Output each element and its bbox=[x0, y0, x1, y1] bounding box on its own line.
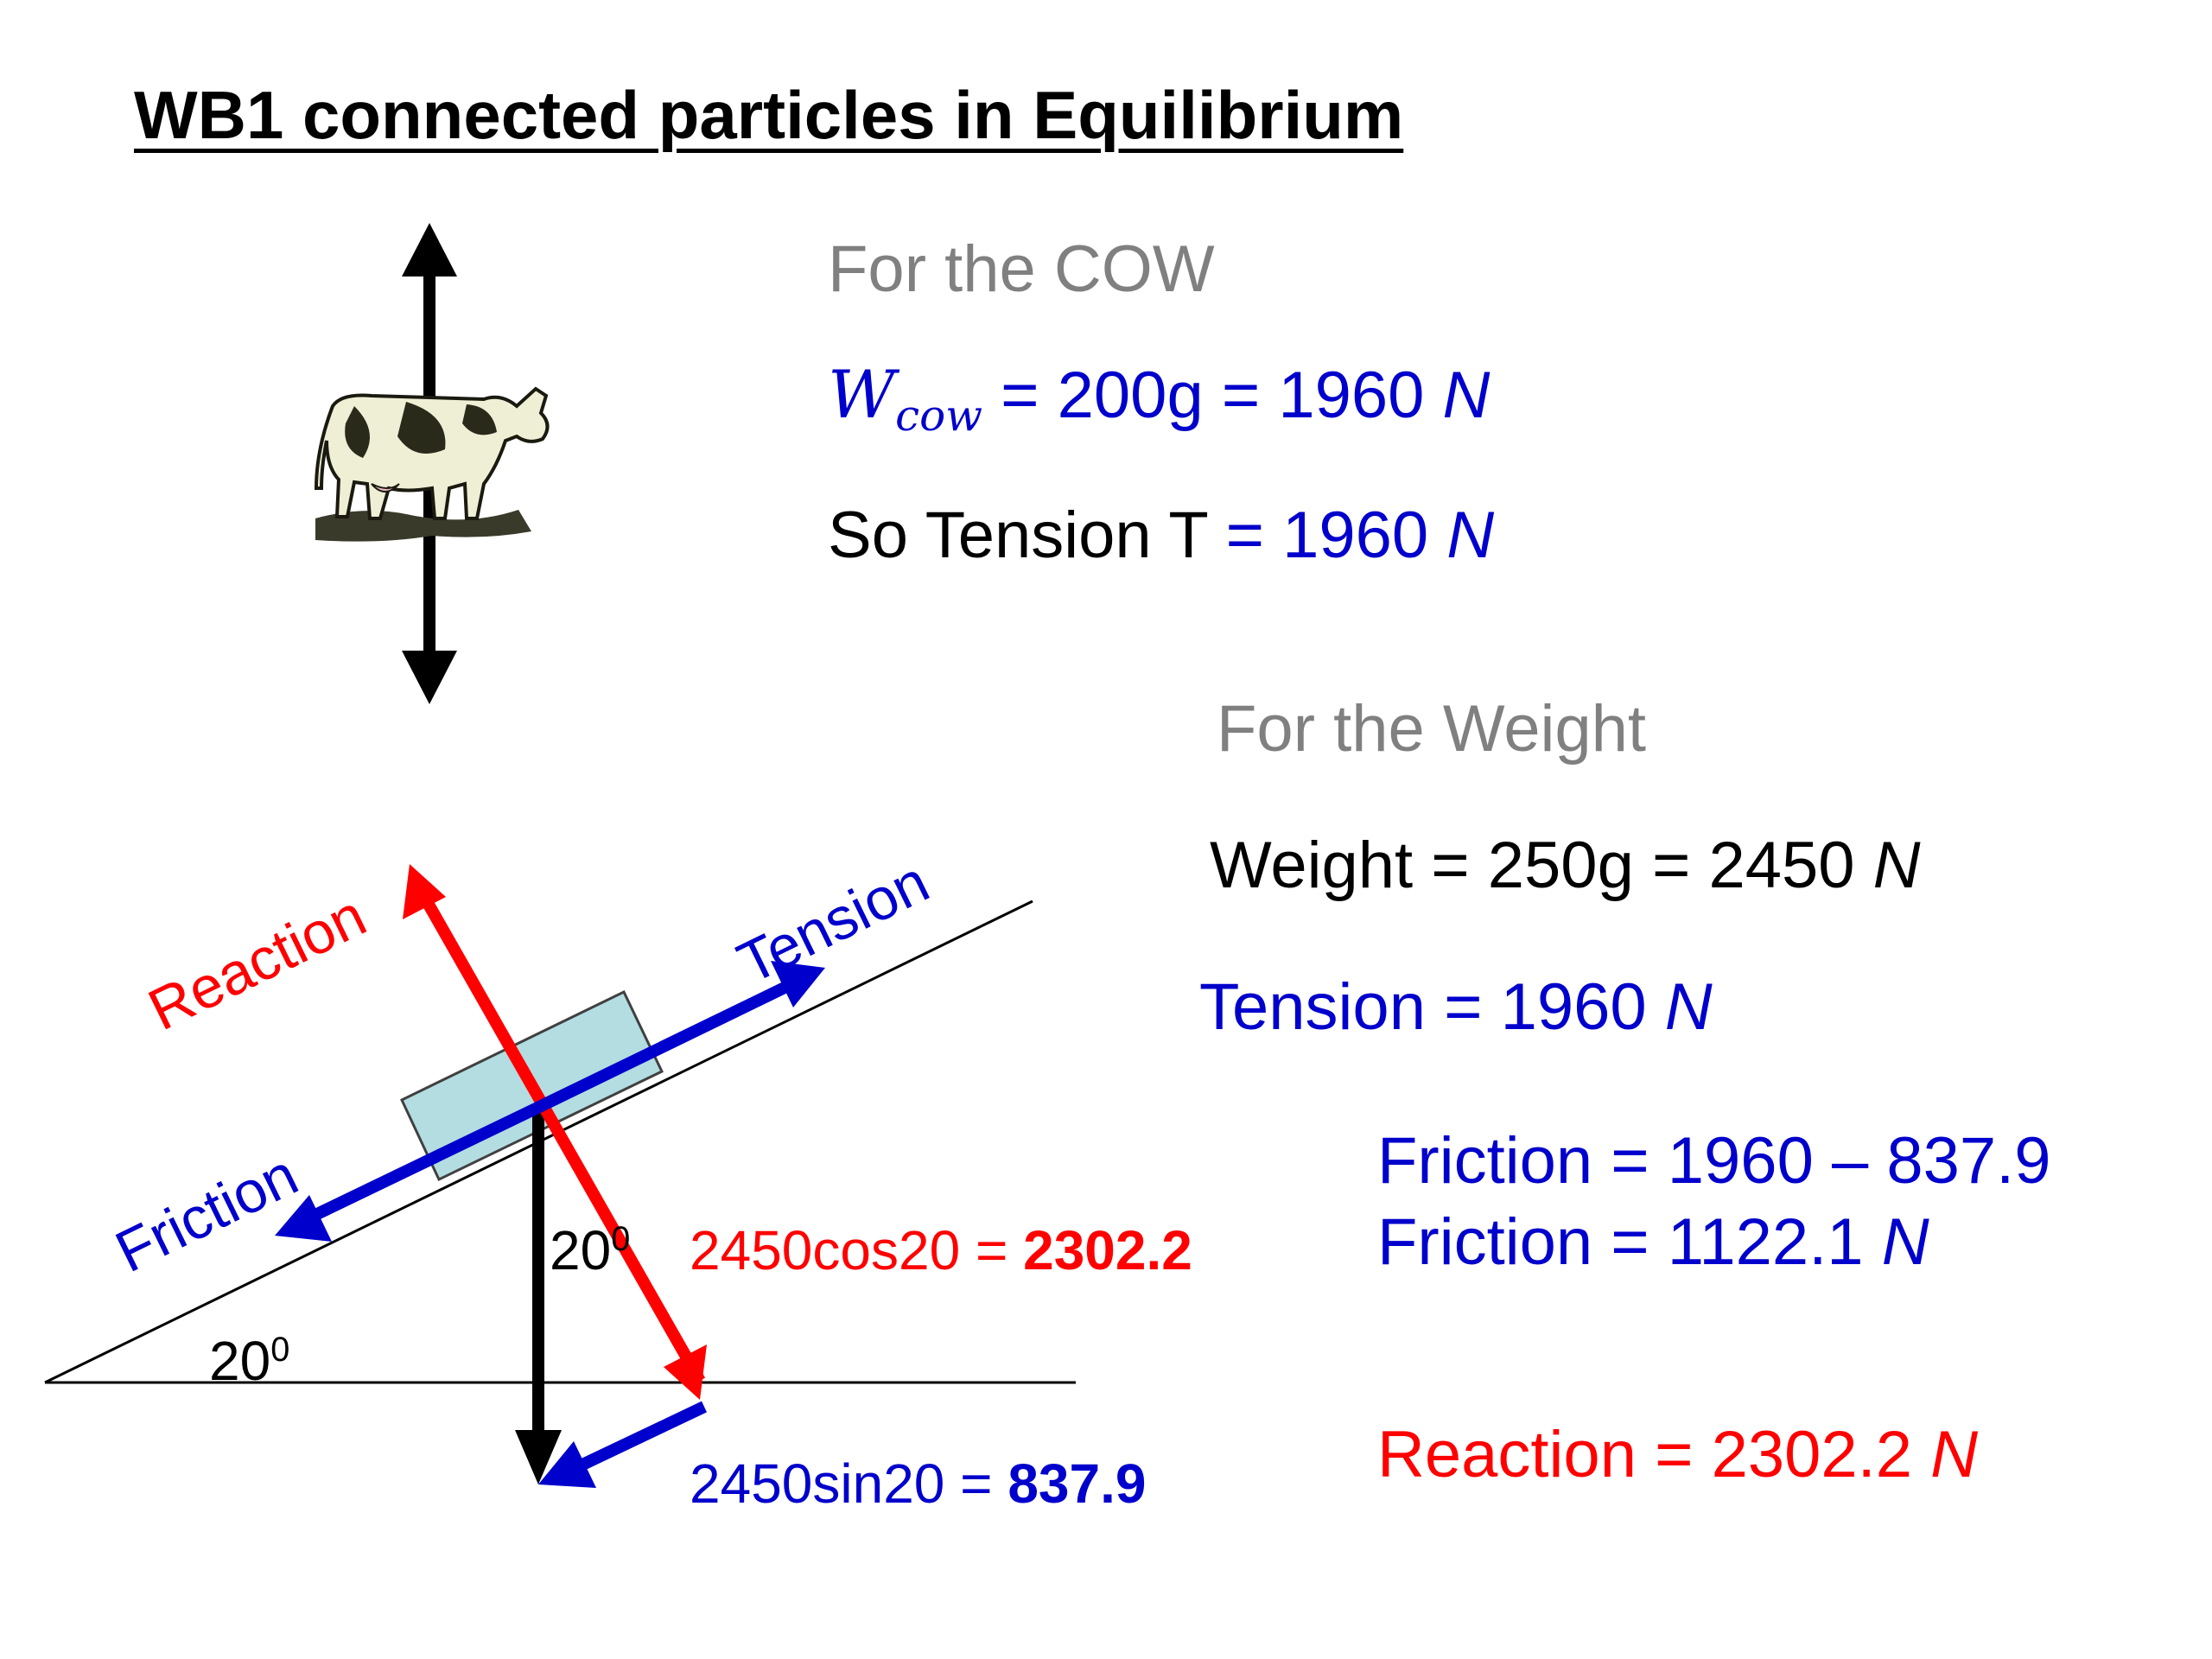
reaction-component-arrow-head bbox=[664, 1344, 707, 1400]
friction-equation-1: Friction = 1960 – 837.9 bbox=[1377, 1124, 2051, 1198]
angle-incline-value: 20 bbox=[209, 1330, 271, 1392]
tension-line: Tension = 1960 bbox=[1199, 970, 1665, 1044]
cow-weight-equation: Wcow = 200g = 1960 N bbox=[828, 356, 1490, 441]
cos-expression: 2450cos20 = bbox=[690, 1219, 1024, 1281]
cow-arrow-down-head bbox=[402, 651, 457, 704]
friction-arrow-head bbox=[275, 1195, 332, 1242]
weight-heading: For the Weight bbox=[1217, 692, 1647, 766]
tension-prefix: So Tension T bbox=[828, 499, 1208, 572]
reaction-line: Reaction = 2302.2 bbox=[1377, 1418, 1931, 1491]
cow-tension-equation: So Tension T = 1960 N bbox=[828, 498, 1494, 573]
friction-arrow bbox=[312, 1103, 539, 1221]
sin-expression: 2450sin20 = bbox=[690, 1452, 1008, 1515]
friction-line2: Friction = 1122.1 bbox=[1377, 1205, 1882, 1279]
weight-line: Weight = 250g = 2450 bbox=[1210, 829, 1873, 902]
reaction-unit: N bbox=[1930, 1418, 1979, 1491]
reaction-equation: Reaction = 2302.2 N bbox=[1377, 1417, 1978, 1492]
sin-component-arrow-head bbox=[538, 1441, 596, 1488]
cow-arrow-up-head bbox=[402, 223, 457, 276]
friction-unit: N bbox=[1881, 1205, 1929, 1279]
weight-arrow-head bbox=[515, 1430, 562, 1484]
tension-equation: Tension = 1960 N bbox=[1199, 969, 1713, 1045]
tension-arrow-head bbox=[771, 961, 825, 1007]
weight-unit: N bbox=[1872, 829, 1921, 902]
tension-unit: N bbox=[1446, 499, 1495, 572]
page-title: WB1 connected particles in Equilibrium bbox=[134, 77, 1404, 153]
reaction-arrow-head bbox=[403, 864, 446, 919]
friction-equation-2: Friction = 1122.1 N bbox=[1377, 1205, 1929, 1280]
angle-between-degree: 0 bbox=[611, 1220, 631, 1259]
tension-arrow bbox=[532, 981, 790, 1115]
cow-weight-rest: = 200g = 1960 bbox=[982, 359, 1443, 432]
sin-value: 837.9 bbox=[1007, 1452, 1147, 1515]
cow-icon bbox=[314, 386, 550, 542]
weight-equation: Weight = 250g = 2450 N bbox=[1210, 828, 1921, 903]
angle-incline-degree: 0 bbox=[270, 1331, 290, 1370]
tension-line-unit: N bbox=[1664, 970, 1713, 1044]
weight-symbol: W bbox=[828, 356, 896, 433]
cow-heading: For the COW bbox=[828, 232, 1215, 306]
cos-value: 2302.2 bbox=[1023, 1219, 1192, 1281]
angle-between-label: 200 bbox=[550, 1218, 630, 1282]
angle-incline-label: 200 bbox=[209, 1329, 289, 1393]
angle-between-value: 20 bbox=[550, 1219, 612, 1281]
cos-component-label: 2450cos20 = 2302.2 bbox=[690, 1218, 1192, 1282]
reaction-arrow bbox=[422, 899, 706, 1384]
weight-subscript: cow bbox=[895, 391, 983, 441]
cow-weight-unit: N bbox=[1442, 359, 1491, 432]
sin-component-label: 2450sin20 = 837.9 bbox=[690, 1452, 1146, 1516]
tension-rest: = 1960 bbox=[1207, 499, 1447, 572]
sin-component-arrow bbox=[575, 1401, 708, 1472]
